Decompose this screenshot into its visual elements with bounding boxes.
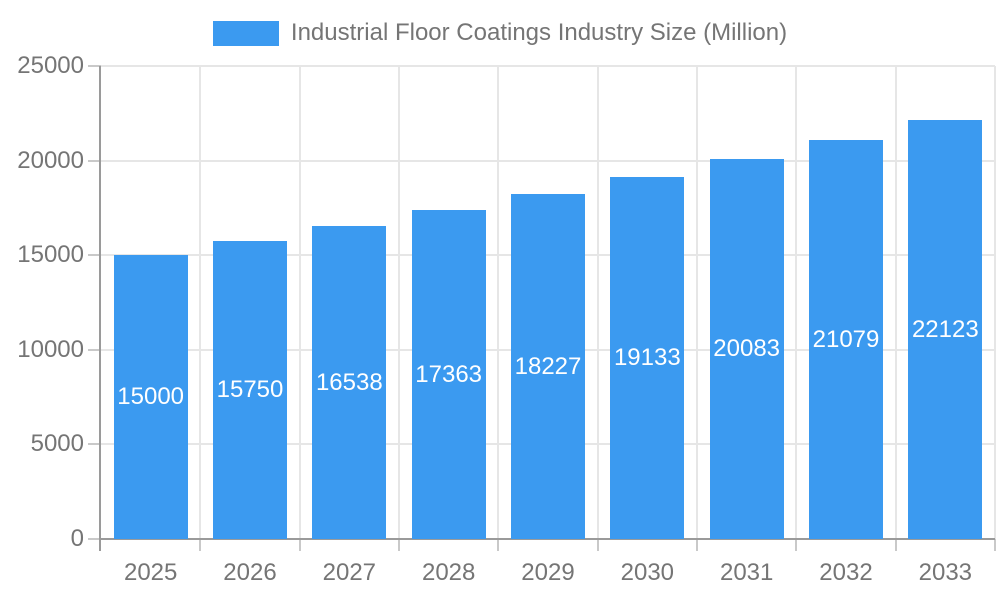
legend-label: Industrial Floor Coatings Industry Size … xyxy=(290,19,788,46)
y-axis-tick xyxy=(88,254,101,257)
x-axis-label: 2031 xyxy=(719,559,774,586)
y-axis-label: 25000 xyxy=(17,52,84,79)
y-axis-tick xyxy=(88,159,101,162)
x-axis-tick xyxy=(696,539,698,551)
bar[interactable]: 17363 xyxy=(411,210,486,539)
x-axis-label: 2028 xyxy=(421,559,476,586)
bar[interactable]: 22123 xyxy=(908,120,983,539)
legend[interactable]: Industrial Floor Coatings Industry Size … xyxy=(0,14,1000,52)
bar-value-label: 22123 xyxy=(911,315,979,343)
bar[interactable]: 15000 xyxy=(113,255,188,539)
v-gridline xyxy=(894,66,897,539)
y-axis-label: 10000 xyxy=(17,335,84,363)
x-axis-tick xyxy=(795,539,798,551)
x-axis-tick xyxy=(497,539,500,551)
legend-swatch xyxy=(212,20,279,46)
bar-value-label: 15750 xyxy=(216,375,284,403)
x-axis-tick xyxy=(894,539,897,551)
x-axis-label: 2030 xyxy=(620,559,675,586)
x-axis-label: 2032 xyxy=(819,559,873,586)
bar[interactable]: 21079 xyxy=(809,140,883,539)
y-axis-tick xyxy=(88,443,101,446)
y-axis-label: 5000 xyxy=(30,430,84,458)
x-axis-tick xyxy=(994,539,996,551)
x-axis-label: 2027 xyxy=(322,559,377,586)
v-gridline xyxy=(994,66,996,539)
x-axis-label: 2033 xyxy=(918,559,973,586)
bar[interactable]: 15750 xyxy=(213,241,287,539)
x-axis-label: 2025 xyxy=(123,559,178,586)
bar[interactable]: 19133 xyxy=(610,177,685,539)
y-axis-tick xyxy=(88,538,101,540)
v-gridline xyxy=(298,66,301,539)
x-axis-label: 2026 xyxy=(223,559,277,586)
x-axis-tick xyxy=(199,539,202,551)
y-axis-label: 15000 xyxy=(17,241,84,269)
x-axis-label: 2029 xyxy=(521,559,575,586)
bar[interactable]: 20083 xyxy=(709,159,784,539)
bar-value-label: 19133 xyxy=(613,343,681,371)
y-axis-label: 0 xyxy=(70,525,84,552)
y-axis-tick xyxy=(88,348,101,351)
h-gridline xyxy=(101,159,995,162)
v-gridline xyxy=(398,66,400,539)
x-axis-tick xyxy=(298,539,301,551)
x-axis-tick xyxy=(398,539,400,551)
bar-value-label: 17363 xyxy=(415,360,483,388)
bar-value-label: 18227 xyxy=(514,352,582,380)
v-gridline xyxy=(596,66,599,539)
bar-value-label: 21079 xyxy=(812,325,880,353)
y-axis-tick xyxy=(88,65,101,67)
bar[interactable]: 16538 xyxy=(312,226,387,539)
v-gridline xyxy=(199,66,202,539)
bar-value-label: 16538 xyxy=(315,368,383,396)
v-gridline xyxy=(696,66,698,539)
h-gridline xyxy=(101,65,995,67)
v-gridline xyxy=(795,66,798,539)
bar[interactable]: 18227 xyxy=(511,194,585,539)
v-gridline xyxy=(497,66,500,539)
x-axis-line xyxy=(99,538,995,540)
y-axis-line xyxy=(99,66,101,551)
x-axis-tick xyxy=(596,539,599,551)
y-axis-label: 20000 xyxy=(17,146,84,174)
bar-value-label: 15000 xyxy=(117,383,185,411)
bar-value-label: 20083 xyxy=(713,335,781,362)
